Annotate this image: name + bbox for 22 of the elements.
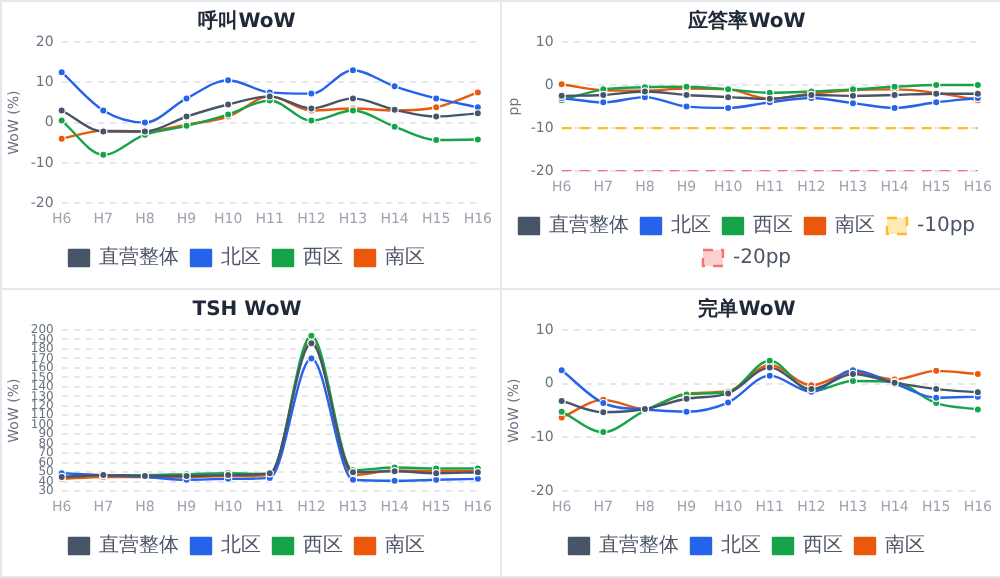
legend-label: 北区 xyxy=(221,245,261,270)
legend-label: 南区 xyxy=(385,245,425,270)
chart-title: 呼叫WoW xyxy=(198,9,296,34)
chart-title: 完单WoW xyxy=(698,297,796,322)
legend-label: 直营整体 xyxy=(548,213,629,238)
legend-label: 西区 xyxy=(752,215,793,238)
legend-label: 西区 xyxy=(303,247,343,270)
legend-label: 西区 xyxy=(803,535,843,558)
chart-title: TSH WoW xyxy=(192,299,302,322)
legend-label: 南区 xyxy=(885,533,925,558)
chart-title: 应答率WoW xyxy=(686,9,806,34)
legend-label: -10pp xyxy=(916,215,976,238)
legend-label: 北区 xyxy=(221,533,261,558)
legend-label: 西区 xyxy=(303,535,343,558)
legend-label: 北区 xyxy=(721,533,761,558)
legend-label: 直营整体 xyxy=(599,533,679,558)
legend-label: 北区 xyxy=(670,213,711,238)
legend-label: 南区 xyxy=(385,533,425,558)
legend-label: 南区 xyxy=(834,213,875,238)
legend-label: 直营整体 xyxy=(99,533,179,558)
legend-label: -20pp xyxy=(732,247,792,270)
legend-label: 直营整体 xyxy=(99,245,179,270)
